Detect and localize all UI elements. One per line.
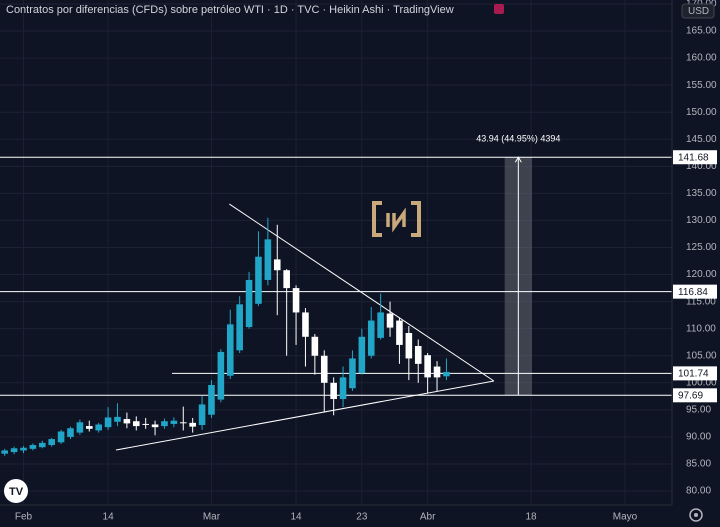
candle-body [39, 442, 46, 448]
currency-button[interactable] [681, 3, 715, 19]
candle-body [123, 419, 131, 424]
level-label: 116.84 [678, 287, 708, 298]
candle-body [424, 355, 431, 378]
candle-body [320, 355, 328, 383]
candle-body [386, 313, 394, 328]
grid [0, 0, 672, 505]
svg-text:TV: TV [9, 486, 24, 498]
level-label: 141.68 [678, 152, 709, 163]
settings-icon[interactable] [689, 508, 703, 522]
candle-body [114, 416, 121, 422]
x-tick-label: Mar [203, 512, 221, 523]
candle-body [20, 447, 27, 451]
x-tick-label: Feb [15, 512, 33, 523]
candle-body [208, 384, 215, 415]
level-label: 101.74 [678, 369, 709, 380]
candle-body [10, 448, 18, 453]
candle-body [217, 351, 225, 400]
candle-body [29, 445, 37, 449]
x-tick-label: 23 [356, 512, 368, 523]
candle-body [189, 422, 196, 427]
candle-body [273, 259, 281, 271]
y-tick-label: 130.00 [686, 215, 717, 226]
chart-title: Contratos por diferencias (CFDs) sobre p… [6, 4, 454, 16]
trend-line [229, 203, 495, 382]
candle-body [443, 371, 450, 377]
y-tick-label: 165.00 [686, 26, 717, 37]
candle-body [414, 345, 422, 364]
y-tick-label: 150.00 [686, 107, 717, 118]
measure-label: 43.94 (44.95%) 4394 [476, 134, 560, 144]
y-tick-label: 145.00 [686, 134, 717, 145]
candle-body [255, 256, 262, 304]
candle-body [292, 288, 300, 313]
plot-area: 43.94 (44.95%) 4394 [0, 134, 672, 456]
candle-body [151, 424, 159, 428]
y-tick-label: 135.00 [686, 188, 717, 199]
candle-body [330, 382, 337, 400]
x-tick-label: Abr [420, 512, 436, 523]
y-tick-label: 95.00 [686, 404, 711, 415]
candle-body [311, 336, 319, 356]
y-tick-label: 105.00 [686, 350, 717, 361]
candle-body [170, 420, 178, 424]
currency-label[interactable]: USD [688, 6, 709, 17]
candle-body [57, 431, 65, 443]
x-tick-label: 18 [525, 512, 537, 523]
candle-body [95, 424, 102, 431]
x-tick-label: 14 [290, 512, 302, 523]
y-tick-label: 90.00 [686, 432, 711, 443]
axes: 80.00 85.00 90.00 95.00 100.00 105.00 110.00 11… [15, 0, 717, 523]
candle-body [302, 312, 309, 337]
candle-body [264, 239, 272, 280]
tv-logo: TV [4, 479, 28, 503]
candle-body [339, 377, 347, 400]
y-tick-label: 140.00 [686, 161, 717, 172]
level-tag [673, 366, 717, 381]
candle-body [358, 336, 366, 374]
candle-body [226, 324, 234, 376]
candle-body [161, 421, 168, 427]
x-tick-label: 14 [103, 512, 115, 523]
candle-body [48, 439, 55, 446]
level-label: 97.69 [678, 390, 703, 401]
candle-body [367, 320, 375, 356]
candle-body [179, 422, 187, 424]
candle-body [283, 270, 290, 289]
y-tick-label: 115.00 [686, 296, 716, 307]
candle-body [1, 450, 8, 454]
candle-body [76, 422, 84, 433]
level-tag [673, 388, 717, 403]
y-tick-label: 85.00 [686, 459, 711, 470]
candle-body [67, 428, 74, 437]
candle-body [377, 312, 384, 338]
level-tag [673, 284, 717, 299]
y-tick-label: 155.00 [686, 80, 717, 91]
y-tick-label: 100.00 [686, 377, 717, 388]
candle-body [245, 279, 253, 328]
x-tick-label: Mayo [613, 512, 638, 523]
level-tag [673, 150, 717, 165]
candle-body [104, 417, 112, 428]
candle-body [405, 333, 413, 359]
y-tick-label: 125.00 [686, 242, 717, 253]
y-tick-label: 80.00 [686, 486, 711, 497]
candle-body [396, 320, 403, 345]
candle-body [349, 358, 356, 389]
alert-icon[interactable] [494, 4, 504, 14]
y-tick-label: 120.00 [686, 269, 717, 280]
candle-body [132, 421, 140, 427]
y-tick-label: 160.00 [686, 53, 717, 64]
candle-body [85, 426, 93, 429]
candle-body [236, 304, 243, 351]
candle-body [142, 423, 149, 425]
trend-line [115, 380, 494, 451]
candle-body [198, 404, 206, 426]
y-tick-label: 110.00 [686, 323, 716, 334]
watermark-logo [372, 201, 421, 237]
candle-body [433, 366, 441, 378]
